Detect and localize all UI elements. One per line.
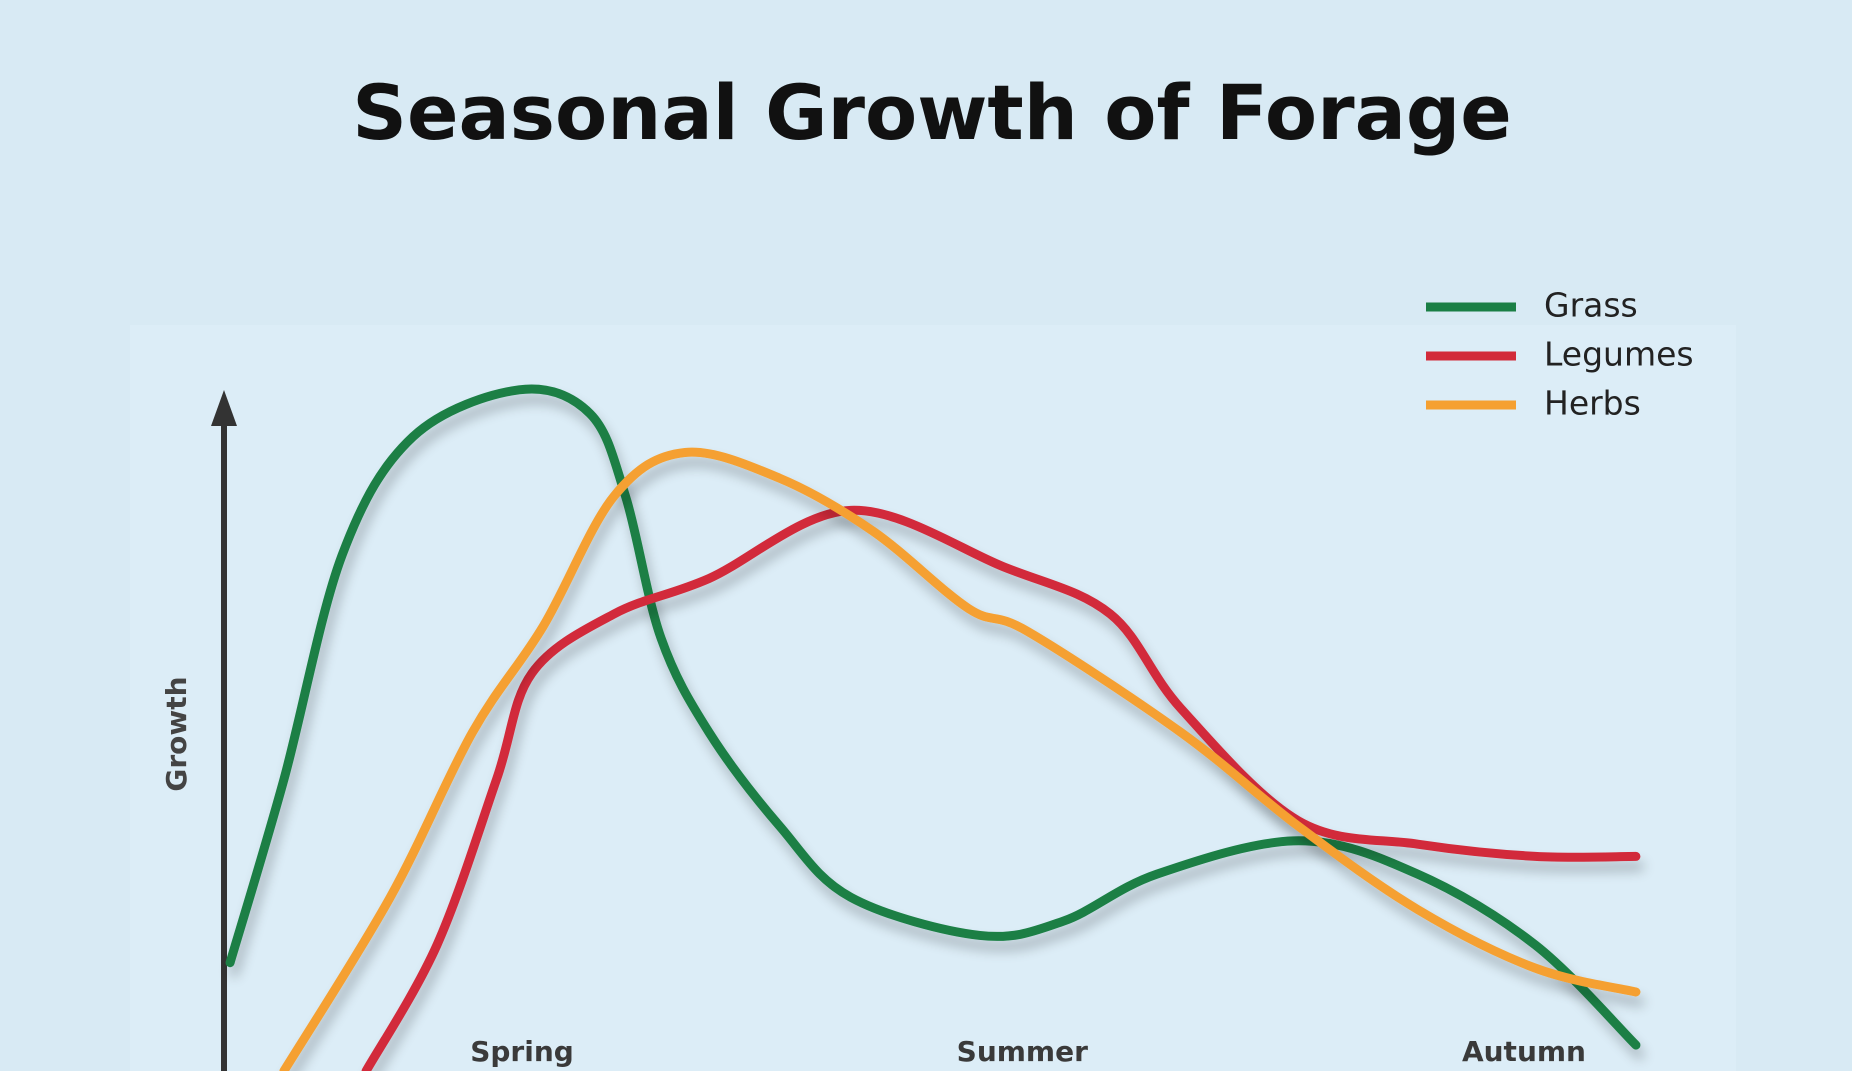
series-line: [279, 447, 1641, 1071]
legend: Grass Legumes Herbs: [1426, 286, 1694, 423]
x-tick-label: Summer: [957, 1035, 1088, 1068]
legend-label: Legumes: [1544, 335, 1694, 374]
lines: [225, 384, 1641, 1071]
chart-title: Seasonal Growth of Forage: [352, 68, 1512, 157]
y-axis-label: Growth: [160, 676, 193, 791]
x-ticks: Spring Summer Autumn: [470, 1035, 1586, 1068]
legend-label: Herbs: [1544, 384, 1641, 423]
x-tick-label: Autumn: [1462, 1035, 1586, 1068]
legend-label: Grass: [1544, 286, 1638, 325]
y-axis-arrow: [211, 390, 237, 426]
x-tick-label: Spring: [470, 1035, 574, 1068]
series-line: [361, 505, 1641, 1071]
plot-panel: [130, 325, 1736, 1071]
